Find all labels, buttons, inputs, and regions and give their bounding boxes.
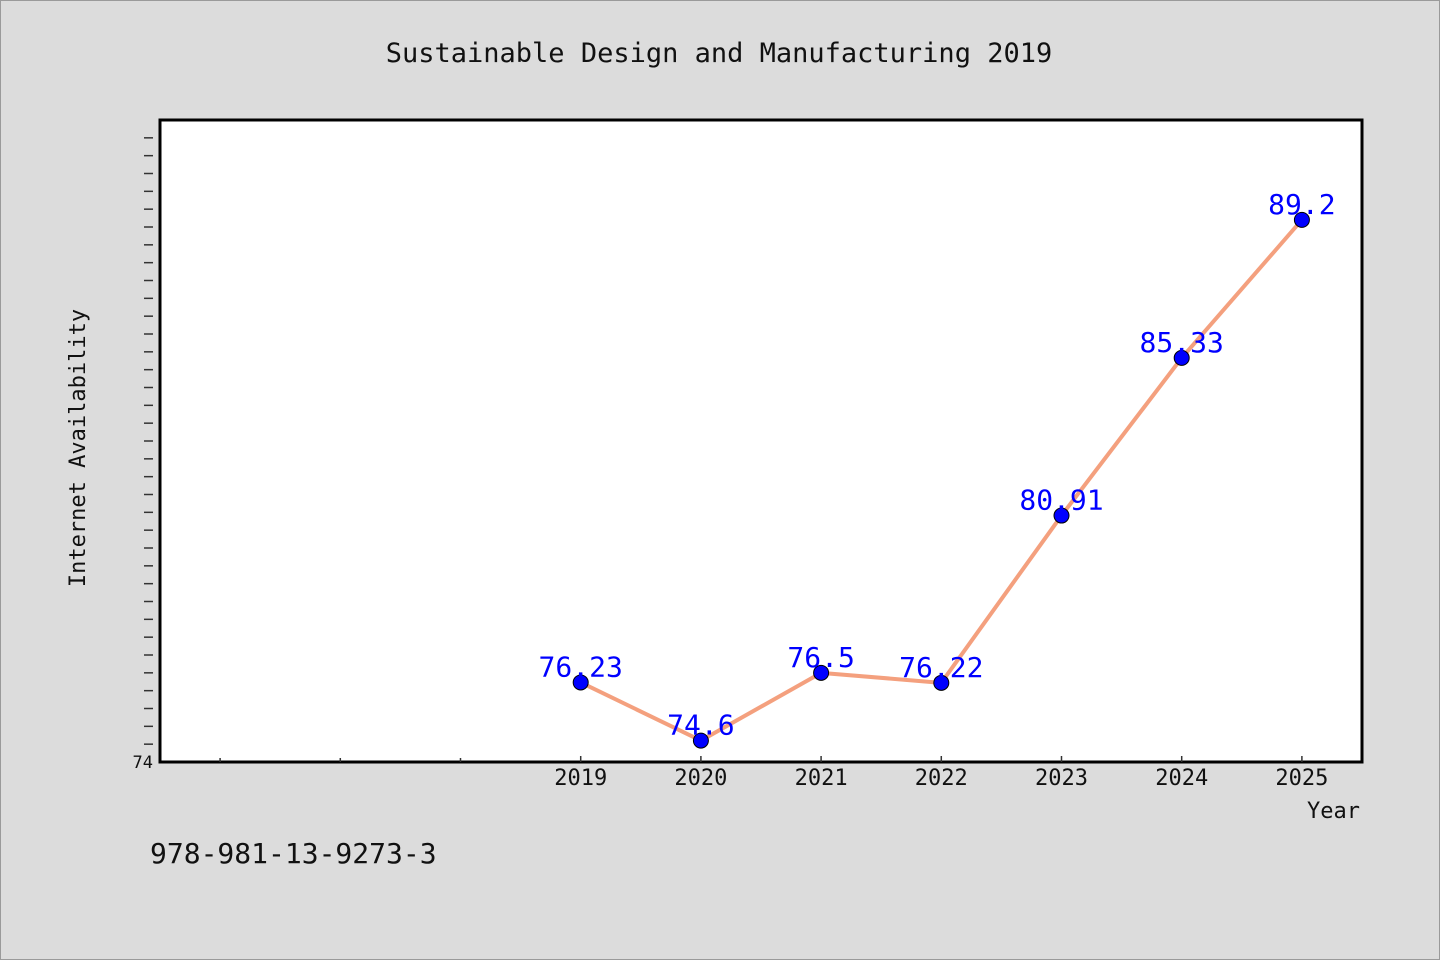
y-axis-ticks: 74 — [133, 137, 153, 773]
data-label: 76.23 — [539, 650, 623, 683]
isbn-footer: 978-981-13-9273-3 — [150, 837, 437, 870]
data-label: 85.33 — [1140, 326, 1224, 359]
data-label: 74.6 — [667, 709, 734, 742]
data-point — [1173, 349, 1190, 366]
x-tick-label: 2021 — [795, 766, 848, 791]
data-point — [1293, 211, 1310, 228]
x-axis-ticks: 2019 2020 2021 2022 2023 2024 2025 — [219, 756, 1328, 791]
x-axis-title: Year — [1307, 799, 1360, 824]
data-point — [813, 664, 830, 681]
x-tick-label: 2023 — [1035, 766, 1088, 791]
data-point — [1053, 507, 1070, 524]
series-layer — [572, 211, 1310, 749]
data-label: 76.5 — [787, 641, 854, 674]
data-point — [572, 674, 589, 691]
data-point — [933, 674, 950, 691]
x-tick-label: 2019 — [554, 766, 607, 791]
chart-title: Sustainable Design and Manufacturing 201… — [386, 38, 1052, 69]
y-axis-title: Internet Availability — [66, 309, 91, 587]
data-label: 80.91 — [1019, 484, 1103, 517]
y-tick-label: 74 — [133, 753, 153, 773]
x-tick-label: 2024 — [1155, 766, 1208, 791]
data-label: 76.22 — [899, 651, 983, 684]
x-tick-label: 2020 — [674, 766, 727, 791]
x-tick-label: 2025 — [1275, 766, 1328, 791]
data-labels: 76.23 74.6 76.5 76.22 80.91 85.33 89.2 — [539, 188, 1336, 742]
data-label: 89.2 — [1268, 188, 1335, 221]
data-point — [692, 732, 709, 749]
x-tick-label: 2022 — [915, 766, 968, 791]
plot-area — [158, 118, 1364, 764]
